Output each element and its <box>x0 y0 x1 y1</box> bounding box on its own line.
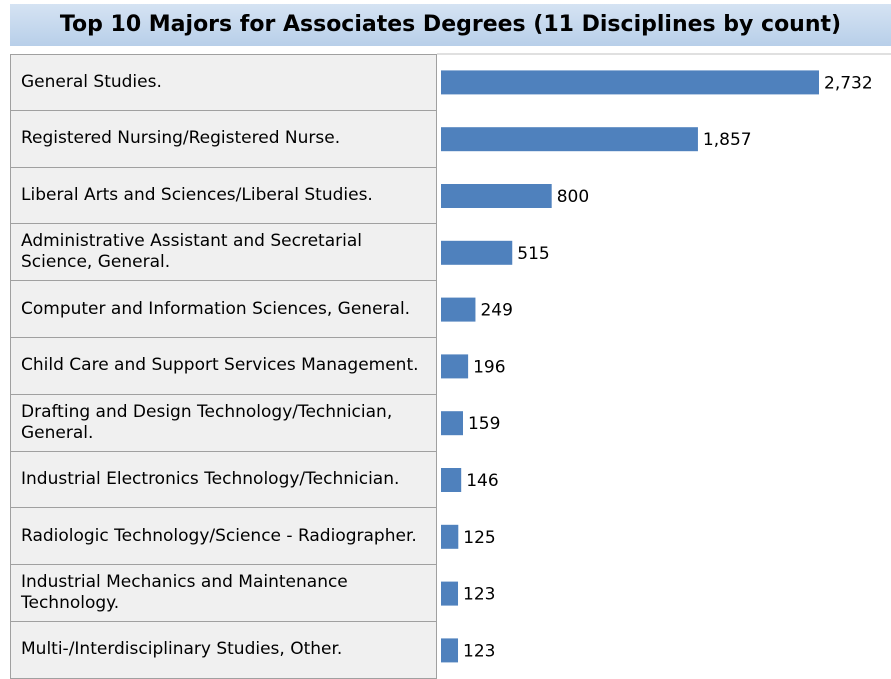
category-label: Radiologic Technology/Science - Radiogra… <box>10 508 437 566</box>
bar <box>441 581 459 606</box>
value-label: 515 <box>517 244 549 264</box>
bar <box>441 524 459 549</box>
bar <box>441 127 698 152</box>
category-label: Industrial Mechanics and Maintenance Tec… <box>10 565 437 622</box>
bar <box>441 240 513 265</box>
value-label: 2,732 <box>824 73 873 93</box>
bar <box>441 468 462 492</box>
bar <box>441 638 459 663</box>
bar <box>441 70 819 95</box>
category-label: Industrial Electronics Technology/Techni… <box>10 451 437 509</box>
value-label: 125 <box>463 528 495 548</box>
category-label: Multi-/Interdisciplinary Studies, Other. <box>10 622 437 679</box>
category-label: Drafting and Design Technology/Technicia… <box>10 394 437 452</box>
bar <box>441 297 476 322</box>
category-label: Computer and Information Sciences, Gener… <box>10 281 437 338</box>
bar <box>441 411 463 436</box>
value-label: 146 <box>466 471 498 491</box>
category-label: General Studies. <box>10 54 437 111</box>
bar <box>441 354 469 379</box>
value-label: 1,857 <box>703 130 752 150</box>
bar <box>441 184 552 208</box>
value-label: 123 <box>463 585 495 605</box>
value-label: 159 <box>468 414 500 434</box>
value-label: 123 <box>463 641 495 661</box>
value-label: 196 <box>473 357 505 377</box>
value-label: 800 <box>557 187 589 207</box>
category-label: Administrative Assistant and Secretarial… <box>10 224 437 282</box>
value-label: 249 <box>480 301 512 321</box>
category-label: Child Care and Support Services Manageme… <box>10 338 437 395</box>
category-label: Registered Nursing/Registered Nurse. <box>10 110 437 168</box>
category-label: Liberal Arts and Sciences/Liberal Studie… <box>10 167 437 225</box>
chart-title: Top 10 Majors for Associates Degrees (11… <box>10 4 891 46</box>
